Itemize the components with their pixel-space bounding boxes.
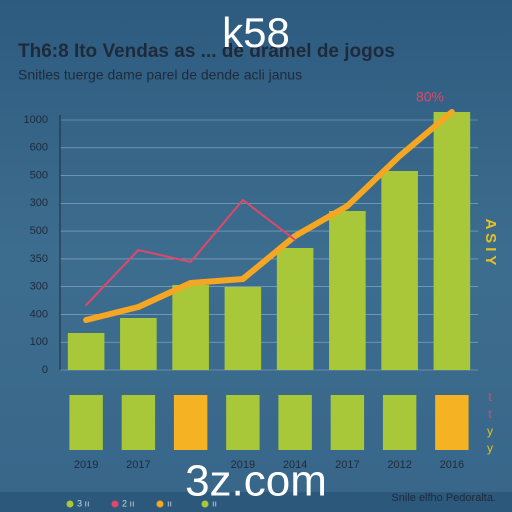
legend-swatch: [201, 500, 209, 508]
corner-glyph: y: [487, 441, 493, 455]
bar: [224, 287, 262, 370]
x-tick-label: 2017: [126, 459, 150, 471]
y-axis-label: 400: [30, 308, 48, 320]
corner-glyph: t: [488, 390, 492, 404]
y-tick-label: 1000: [24, 114, 48, 126]
watermark: k58: [222, 9, 290, 56]
bar: [120, 318, 157, 370]
plot: 0 1000 600 500 300 500 350 300 400 100 2019 2017 201…: [24, 109, 493, 508]
category-block: [435, 395, 469, 450]
y-axis-label: 300: [30, 197, 48, 209]
chart-title: Th6:8 Ito Vendas as ... de dramel de jog…: [18, 41, 395, 62]
bar: [172, 285, 209, 370]
corner-glyph: y: [487, 424, 493, 438]
y-tick-label: 0: [42, 364, 48, 376]
category-block: [69, 395, 103, 450]
y-axis-label: 500: [30, 169, 48, 181]
x-tick-label: 2016: [440, 459, 464, 471]
annotation: 80%: [416, 89, 444, 105]
legend-swatch: [111, 500, 119, 508]
chart-subtitle: Snitles tuerge dame parel de dende acli …: [18, 67, 302, 83]
category-block: [330, 395, 365, 450]
y-axis-label: 500: [30, 225, 48, 237]
category-block: [121, 395, 156, 450]
bar: [67, 333, 105, 370]
y-axis-label: 600: [30, 142, 48, 154]
legend-label: ıı: [212, 498, 217, 508]
category-block: [226, 395, 260, 450]
watermark: 3z.com: [185, 457, 327, 506]
category-block: [382, 395, 417, 450]
bar: [381, 171, 418, 370]
line: [85, 199, 297, 306]
footer-band: [0, 492, 512, 512]
line: [83, 109, 455, 323]
x-tick-label: 2014: [283, 459, 307, 471]
legend-swatch: [66, 500, 74, 508]
legend-label: 2 ıı: [122, 498, 135, 508]
legend-label: 3 ıı: [77, 498, 90, 508]
bar: [329, 211, 366, 370]
bar: [276, 248, 314, 370]
corner-glyph: t: [488, 407, 492, 421]
legend-label: ıı: [167, 498, 172, 508]
side-text: A S I Y: [482, 219, 499, 266]
y-axis-label: 350: [30, 253, 48, 265]
x-tick-label: 2012: [387, 459, 411, 471]
footer: Snile elfho Pedoralta.: [391, 492, 496, 504]
legend-swatch: [156, 500, 164, 508]
y-axis-label: 300: [30, 281, 48, 293]
category-block: [278, 395, 312, 450]
y-axis-label: 100: [30, 336, 48, 348]
x-tick-label: 2017: [335, 459, 359, 471]
bar: [433, 112, 471, 370]
x-tick-label: 2019: [74, 459, 98, 471]
x-tick-label: 2019: [231, 459, 255, 471]
category-block: [173, 395, 208, 450]
